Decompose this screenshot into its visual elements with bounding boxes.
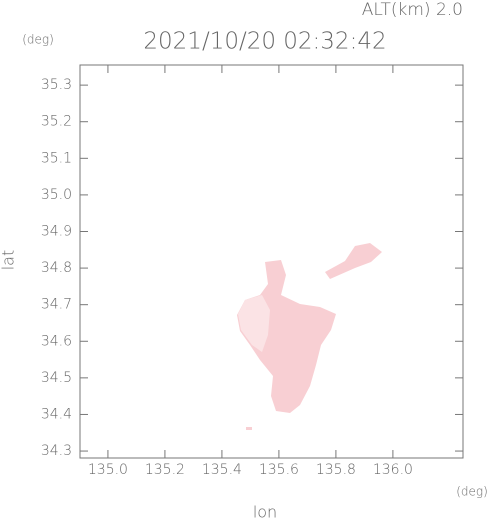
- x-unit: (deg): [456, 485, 488, 499]
- echo-area: [246, 427, 252, 430]
- y-axis-label: lat: [0, 250, 18, 271]
- y-tick-label: 34.7: [41, 297, 72, 313]
- y-unit: (deg): [22, 33, 54, 47]
- x-axis-label: lon: [253, 503, 277, 521]
- y-tick-label: 35.2: [41, 114, 72, 130]
- altitude: ALT(km) 2.0: [362, 0, 463, 20]
- x-tick-label: 135.4: [202, 462, 242, 478]
- y-tick-label: 34.3: [41, 443, 72, 459]
- y-tick-label: 35.3: [41, 77, 72, 93]
- x-tick-label: 135.2: [145, 462, 185, 478]
- x-tick-label: 135.6: [259, 462, 299, 478]
- echo: [237, 243, 382, 430]
- y-tick-label: 35.1: [41, 150, 72, 166]
- y-tick-label: 34.8: [41, 260, 72, 276]
- y-tick-label: 34.9: [41, 223, 72, 239]
- x-tick-label: 135.0: [88, 462, 128, 478]
- y-tick-label: 35.0: [41, 187, 72, 203]
- x-tick-label: 136.0: [373, 462, 413, 478]
- y-tick-label: 34.6: [41, 333, 72, 349]
- echo-area: [325, 243, 382, 279]
- y-tick-label: 34.5: [41, 370, 72, 386]
- plot-frame: [79, 64, 464, 459]
- x-tick-label: 135.8: [316, 462, 356, 478]
- chart-title: 2021/10/20 02:32:42: [143, 29, 386, 55]
- y-tick-label: 34.4: [41, 406, 72, 422]
- echo-area: [238, 295, 270, 352]
